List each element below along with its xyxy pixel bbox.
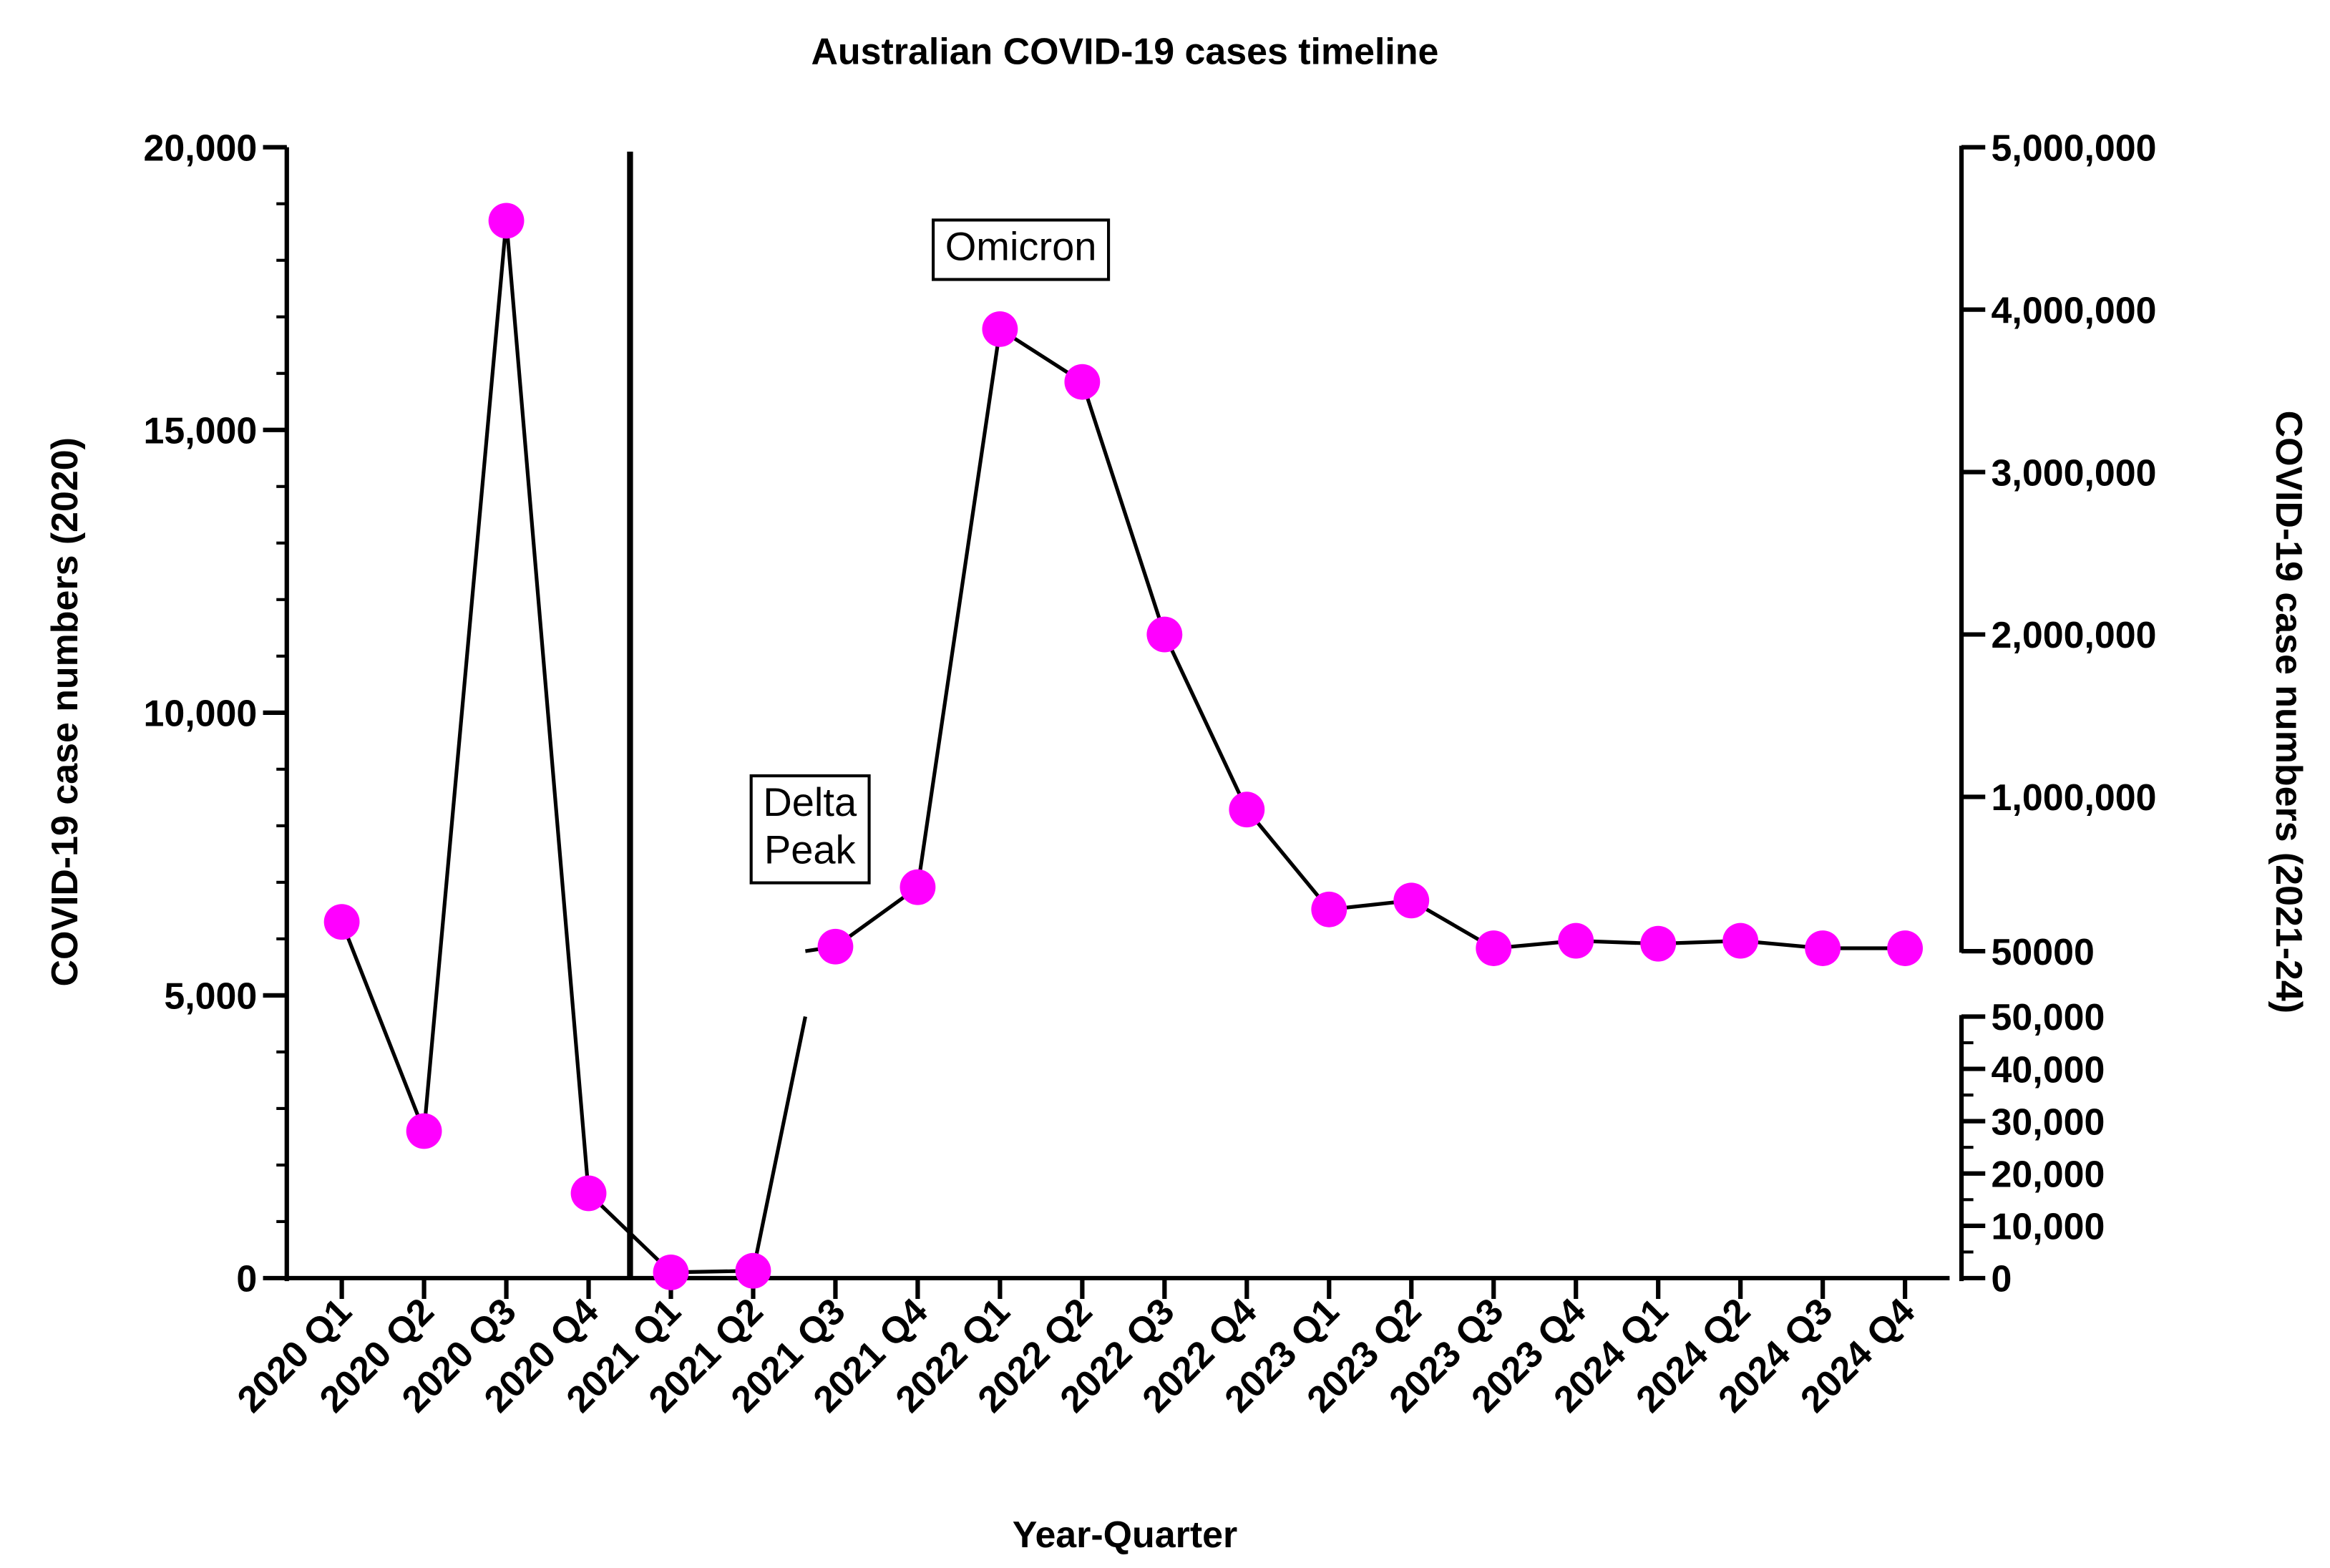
y2-tick-label: 40,000: [1992, 1049, 2105, 1091]
x-axis-label: Year-Quarter: [1013, 1514, 1237, 1556]
annotation-box: [749, 774, 871, 885]
y2-tick-label: 5,000,000: [1992, 127, 2157, 169]
y-tick-label: 20,000: [143, 127, 257, 169]
annotation: Omicron: [945, 224, 1097, 269]
data-point: [488, 203, 525, 239]
data-point: [1640, 925, 1677, 962]
line-segment: [1080, 381, 1166, 636]
line-segment: [587, 1192, 673, 1274]
data-point: [1887, 930, 1924, 966]
y2-tick-label: 50,000: [1992, 997, 2105, 1038]
y-tick-label: 15,000: [143, 410, 257, 452]
data-point: [982, 311, 1018, 347]
data-point: [1064, 364, 1101, 400]
y2-tick-label: 50000: [1992, 932, 2095, 973]
data-point: [323, 904, 360, 940]
y2-tick-label: 2,000,000: [1992, 615, 2157, 656]
y2-tick-label: 3,000,000: [1992, 452, 2157, 494]
y2-axis-label: COVID-19 case numbers (2021-24): [2268, 411, 2309, 1013]
data-point: [735, 1252, 771, 1289]
y-tick-label: 10,000: [143, 693, 257, 735]
y-tick-label: 5,000: [164, 976, 257, 1018]
y2-tick-label: 10,000: [1992, 1207, 2105, 1248]
y2-tick-label: 20,000: [1992, 1154, 2105, 1195]
y2-tick-label: 0: [1992, 1259, 2012, 1300]
data-point: [900, 869, 936, 905]
y2-tick-label: 1,000,000: [1992, 777, 2157, 819]
data-point: [1146, 616, 1183, 653]
data-point: [1476, 930, 1512, 966]
data-point: [1805, 930, 1841, 966]
data-point: [1558, 922, 1594, 959]
line-segment: [751, 1016, 807, 1272]
annotation: Delta Peak: [763, 779, 857, 872]
line-segment: [1162, 633, 1249, 811]
data-point: [1722, 922, 1759, 959]
data-point: [1393, 882, 1430, 919]
line-segment: [340, 921, 426, 1132]
chart-title: Australian COVID-19 cases timeline: [811, 31, 1438, 72]
y-tick-label: 0: [236, 1259, 257, 1300]
y2-tick-label: 30,000: [1992, 1101, 2105, 1143]
line-segment: [421, 220, 509, 1131]
data-point: [1229, 792, 1265, 828]
data-point: [653, 1254, 689, 1290]
line-segment: [504, 220, 591, 1194]
data-point: [817, 928, 854, 965]
data-point: [570, 1175, 607, 1212]
data-point: [1311, 891, 1347, 927]
data-point: [406, 1113, 442, 1149]
y2-tick-label: 4,000,000: [1992, 290, 2157, 331]
line-segment: [915, 328, 1002, 888]
y-axis-label: COVID-19 case numbers (2020): [44, 437, 86, 986]
annotation-box: [932, 218, 1111, 281]
line-segment: [1245, 808, 1331, 911]
